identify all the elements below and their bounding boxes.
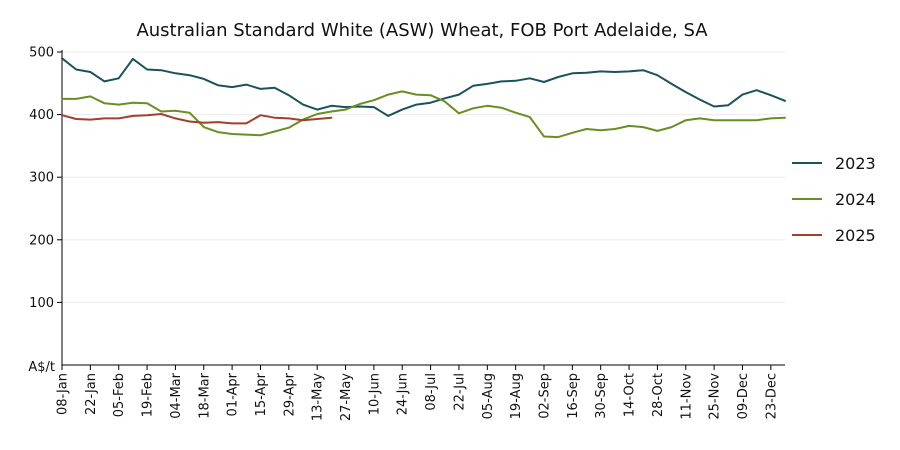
x-tick-label: 13-May: [311, 373, 326, 421]
legend-label-2025: 2025: [835, 226, 876, 245]
y-axis-unit-label: A$/t: [28, 360, 55, 375]
x-tick-label: 05-Feb: [112, 373, 127, 417]
y-tick-label: 500: [29, 46, 54, 61]
x-tick-label: 25-Nov: [708, 373, 723, 420]
x-tick-label: 27-May: [339, 373, 354, 421]
series-line-2023: [61, 57, 786, 117]
x-tick-label: 29-Apr: [282, 372, 297, 416]
x-tick-label: 11-Nov: [679, 373, 694, 420]
x-tick-label: 08-Jan: [56, 373, 71, 415]
x-tick-label: 15-Apr: [254, 372, 269, 416]
x-tick-label: 19-Feb: [141, 373, 156, 417]
x-tick-label: 19-Aug: [509, 373, 524, 419]
y-tick-label: 400: [29, 108, 54, 123]
x-tick-label: 04-Mar: [169, 372, 184, 418]
x-tick-label: 01-Apr: [226, 372, 241, 416]
x-tick-label: 18-Mar: [197, 372, 212, 418]
y-tick-label: 300: [29, 171, 54, 186]
x-tick-label: 09-Dec: [736, 373, 751, 419]
y-tick-label: 200: [29, 233, 54, 248]
x-tick-label: 14-Oct: [623, 373, 638, 417]
x-tick-label: 23-Dec: [764, 373, 779, 419]
legend: 2023 2024 2025: [792, 154, 876, 245]
legend-label-2024: 2024: [835, 190, 876, 209]
x-tick-label: 02-Sep: [538, 373, 553, 419]
x-tick-label: 08-Jul: [424, 373, 439, 411]
x-tick-label: 05-Aug: [481, 373, 496, 419]
x-tick-label: 24-Jun: [396, 373, 411, 415]
x-tick-label: 30-Sep: [594, 373, 609, 419]
series-lines: [61, 57, 786, 139]
legend-label-2023: 2023: [835, 154, 876, 173]
axes: 100 200 300 400 500 08-Jan 22-Jan 05-Feb 19-Feb 0…: [29, 46, 785, 421]
x-tick-label: 28-Oct: [651, 373, 666, 417]
series-line-2025: [61, 113, 333, 125]
x-tick-label: 22-Jan: [84, 373, 99, 415]
series-line-2024: [61, 90, 786, 139]
gridlines: [62, 51, 785, 303]
x-tick-label: 10-Jun: [367, 373, 382, 415]
x-tick-label: 16-Sep: [566, 373, 581, 419]
x-tick-label: 22-Jul: [452, 373, 467, 411]
y-tick-label: 100: [29, 296, 54, 311]
chart-title: Australian Standard White (ASW) Wheat, F…: [136, 20, 708, 41]
